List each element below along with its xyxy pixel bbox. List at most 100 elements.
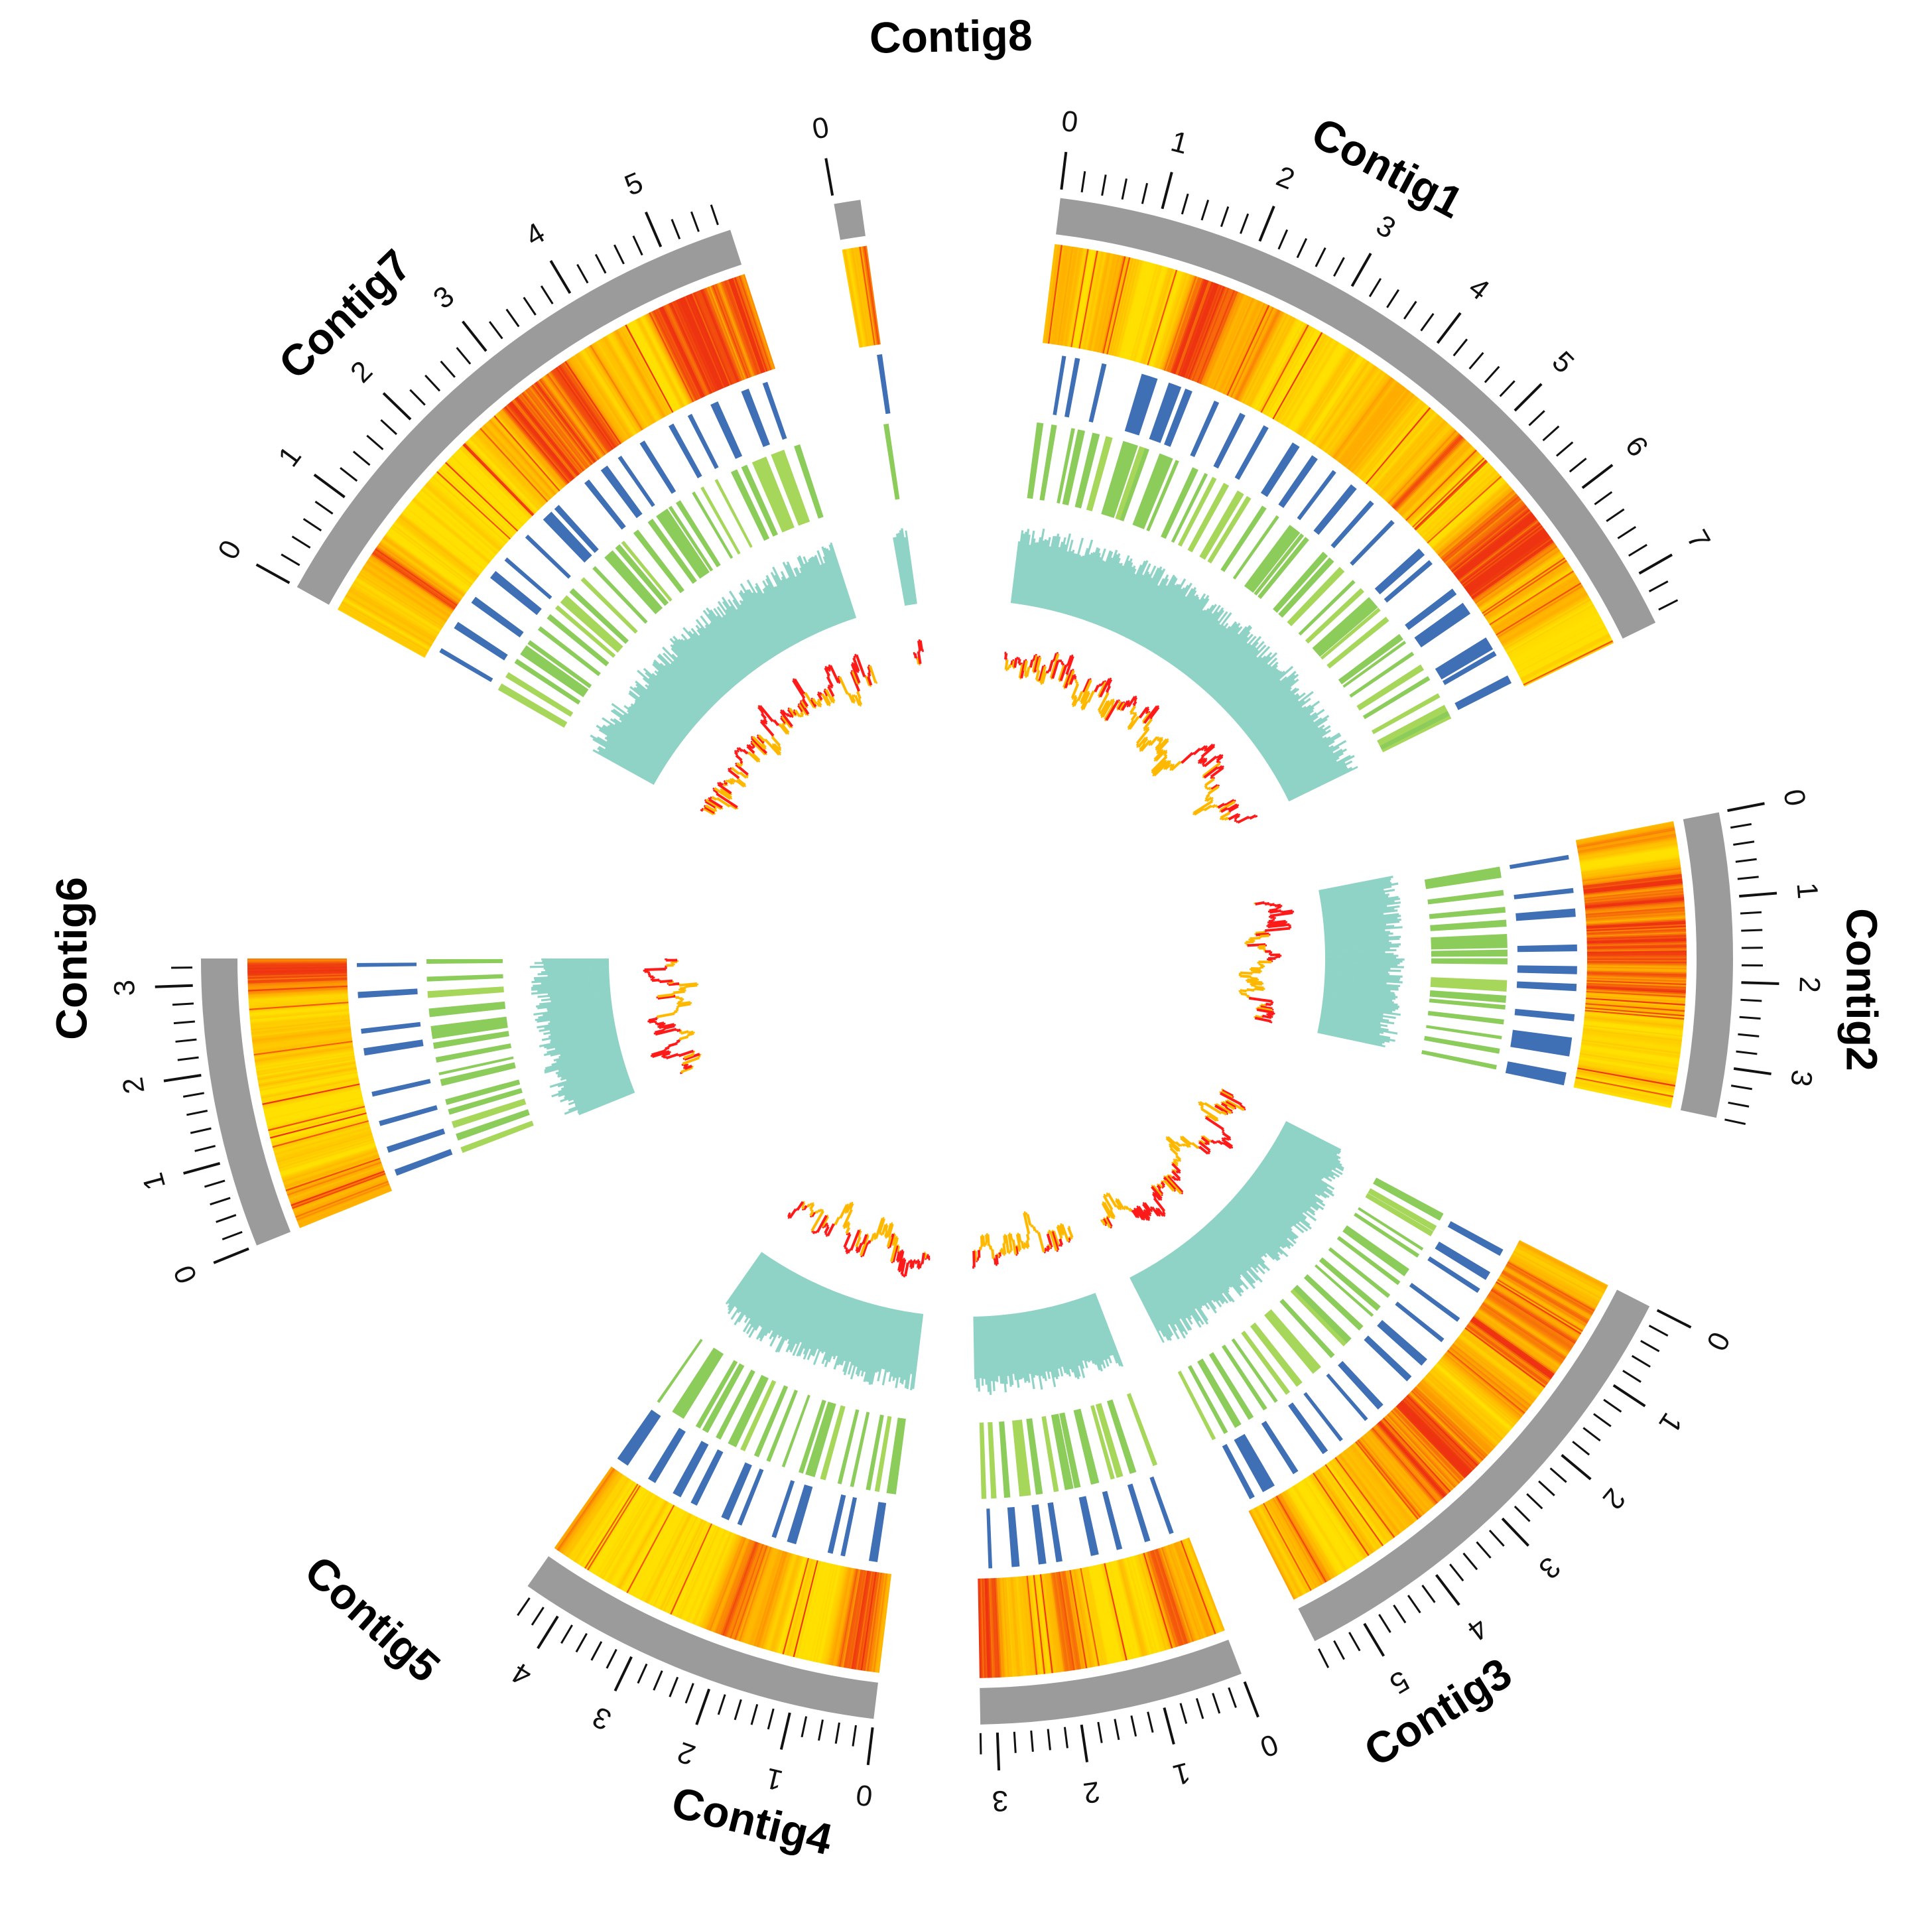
gc-bin-contig7	[674, 639, 726, 696]
contig-label-contig6: Contig6	[46, 877, 96, 1040]
blue-feature-contig3	[1395, 1301, 1445, 1343]
heat-cell-contig2	[1582, 1035, 1681, 1050]
heat-cell-contig3	[1397, 1404, 1468, 1477]
heat-cell-contig1	[1313, 362, 1371, 446]
heat-cell-contig4	[1122, 1558, 1149, 1656]
heat-cell-contig7	[613, 330, 665, 419]
heat-cell-contig5	[779, 1557, 806, 1654]
gc-bin-contig5	[795, 1286, 823, 1345]
gc-bin-contig7	[602, 717, 669, 762]
gc-bin-contig6	[534, 961, 610, 964]
heat-cell-contig5	[694, 1532, 734, 1626]
heat-cell-contig7	[587, 346, 641, 432]
green-feature-contig7	[730, 469, 770, 541]
gc-bin-contig7	[628, 692, 686, 738]
minor-tick-contig2	[1724, 1118, 1746, 1125]
gc-bin-contig5	[780, 1280, 810, 1337]
heat-cell-contig7	[584, 348, 639, 434]
heat-cell-contig6	[256, 1056, 355, 1075]
heat-cell-contig1	[1162, 275, 1196, 371]
green-feature-contig4	[1073, 1408, 1100, 1485]
gc-bin-contig4	[1029, 1311, 1043, 1376]
gc-skew-riser-contig3	[1176, 1177, 1180, 1181]
heat-cell-contig6	[258, 1066, 357, 1085]
heat-cell-contig6	[268, 1105, 365, 1132]
heat-cell-contig5	[573, 1477, 629, 1562]
heat-cell-contig7	[484, 423, 552, 499]
heat-cell-contig1	[1220, 301, 1263, 393]
gc-bin-contig3	[1268, 1151, 1333, 1194]
heat-cell-contig6	[251, 1022, 351, 1034]
heat-cell-contig2	[1576, 1073, 1675, 1093]
heat-cell-contig5	[644, 1512, 690, 1603]
green-feature-contig6	[430, 1016, 508, 1039]
heat-cell-contig4	[1094, 1565, 1117, 1663]
gc-skew-riser-contig1	[1200, 745, 1216, 758]
heat-cell-contig1	[1053, 245, 1069, 345]
gc-skew-riser-contig1	[1207, 787, 1212, 791]
heat-cell-contig7	[435, 472, 510, 541]
gc-skew-riser-contig3	[1198, 1146, 1209, 1155]
gc-bin-contig2	[1319, 882, 1399, 898]
heat-cell-contig2	[1573, 1086, 1671, 1108]
heat-cell-contig6	[247, 977, 348, 982]
heat-cell-contig1	[1492, 577, 1578, 631]
gc-bin-contig7	[642, 677, 697, 725]
gc-skew-riser-contig4	[1016, 1246, 1020, 1251]
heat-cell-contig1	[1082, 251, 1104, 350]
gc-bin-contig1	[1085, 550, 1112, 622]
heat-cell-contig6	[253, 1037, 352, 1053]
heat-cell-contig1	[1460, 523, 1541, 584]
heat-cell-contig1	[1329, 374, 1389, 456]
minor-tick-contig1	[1386, 289, 1400, 308]
minor-tick-contig1	[1240, 213, 1250, 234]
gc-skew-riser-contig1	[1220, 811, 1231, 819]
heat-cell-contig5	[877, 1573, 892, 1673]
heat-cell-contig6	[276, 1132, 372, 1161]
heat-cell-contig1	[1047, 244, 1061, 344]
heat-cell-contig4	[987, 1578, 992, 1678]
gc-bin-contig1	[1135, 584, 1168, 643]
heat-cell-contig3	[1274, 1496, 1326, 1584]
heat-cell-contig2	[1584, 892, 1684, 903]
gc-skew-riser-contig1	[1059, 664, 1068, 682]
heat-cell-contig5	[794, 1560, 820, 1658]
heat-cell-contig1	[1497, 585, 1583, 638]
heat-cell-contig4	[982, 1578, 986, 1678]
gc-bin-contig1	[1252, 697, 1311, 744]
gc-bin-contig1	[1194, 626, 1243, 684]
blue-feature-contig3	[1409, 1283, 1460, 1322]
heat-cell-contig2	[1586, 990, 1686, 998]
gc-skew-riser-contig7	[724, 781, 728, 785]
gc-bin-contig5	[821, 1295, 848, 1364]
gc-bin-contig5	[777, 1279, 809, 1339]
gc-bin-contig8	[901, 528, 915, 605]
gc-skew-riser-contig1	[1163, 750, 1168, 756]
gc-skew-riser-contig3	[1175, 1141, 1181, 1148]
gc-skew-step-contig1	[1040, 681, 1043, 685]
heat-cell-contig4	[1064, 1570, 1083, 1670]
heat-cell-contig1	[1139, 267, 1169, 363]
heat-cell-contig1	[1333, 378, 1394, 460]
gc-bin-contig4	[985, 1316, 992, 1395]
gc-skew-riser-contig3	[1185, 1143, 1190, 1148]
heat-cell-contig3	[1425, 1375, 1500, 1444]
heat-cell-contig3	[1332, 1459, 1393, 1540]
heat-cell-contig3	[1466, 1324, 1549, 1384]
ideogram-contig5	[527, 1556, 878, 1719]
heat-cell-contig6	[249, 1010, 350, 1020]
heat-cell-contig1	[1506, 602, 1594, 653]
heat-cell-contig2	[1586, 955, 1687, 958]
heat-cell-contig3	[1387, 1413, 1457, 1487]
heat-cell-contig3	[1250, 1510, 1297, 1599]
heat-cell-contig3	[1336, 1455, 1398, 1536]
gc-bin-contig6	[568, 1085, 633, 1112]
gc-skew-riser-contig3	[1134, 1208, 1145, 1220]
heat-cell-contig7	[364, 563, 449, 620]
green-feature-contig1	[1244, 525, 1301, 593]
gc-bin-contig1	[1233, 665, 1294, 720]
heat-cell-contig5	[814, 1564, 837, 1662]
heat-cell-contig5	[785, 1558, 812, 1656]
gc-skew-step-contig3	[1179, 1136, 1183, 1139]
minor-tick-contig4	[1195, 1698, 1204, 1719]
